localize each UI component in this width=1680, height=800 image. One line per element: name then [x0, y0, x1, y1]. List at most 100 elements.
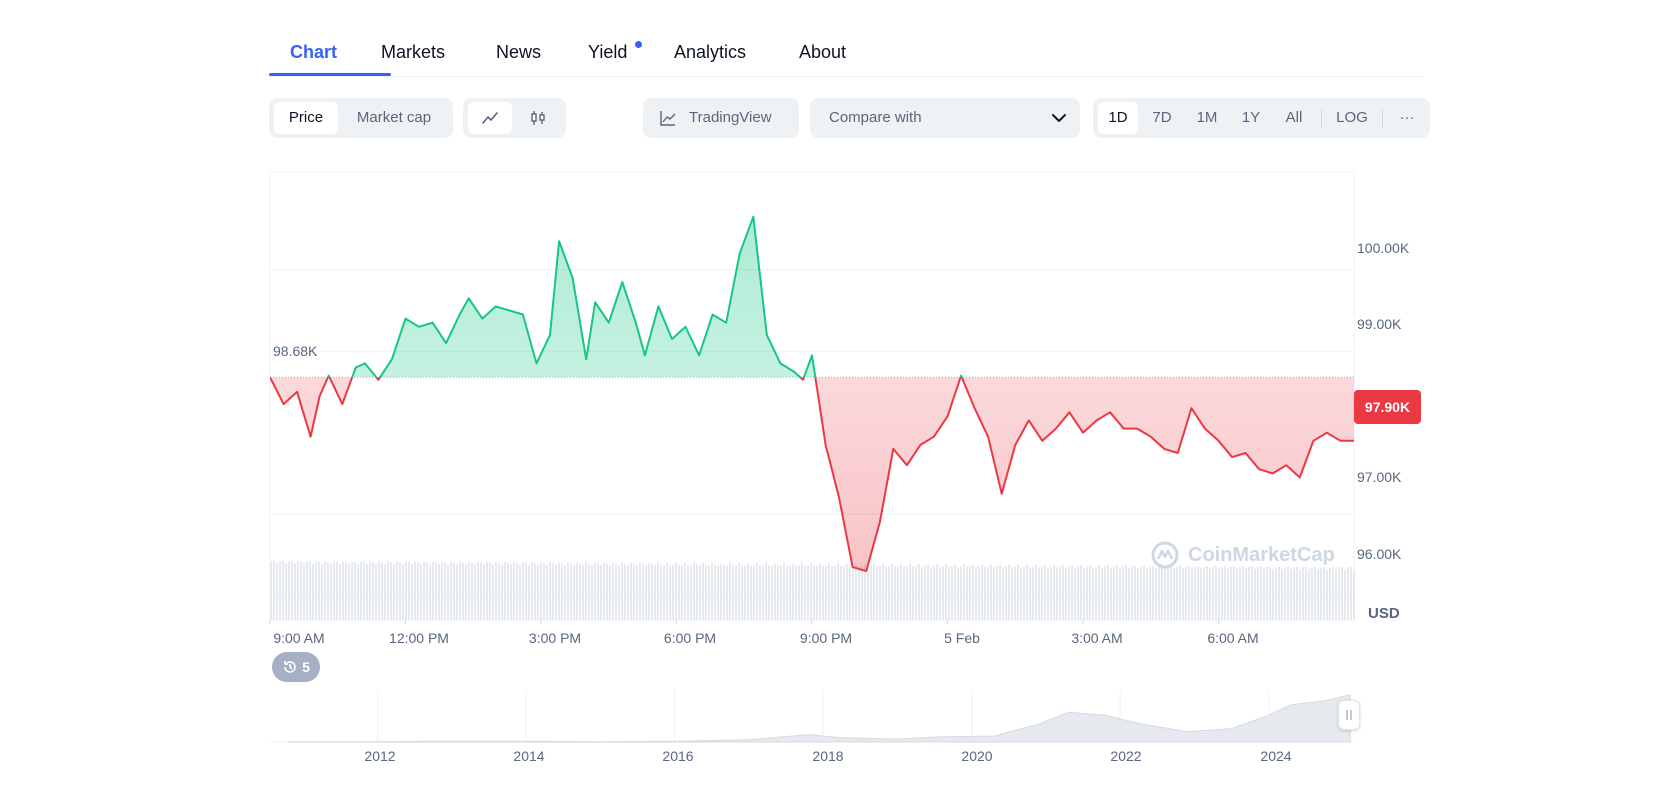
volume-bar	[294, 563, 296, 620]
volume-bar	[1173, 568, 1175, 620]
volume-bar	[423, 561, 425, 620]
tab-markets[interactable]: Markets	[381, 42, 446, 62]
volume-bar	[651, 564, 653, 620]
volume-bar	[414, 561, 416, 620]
volume-bar	[726, 565, 728, 620]
volume-bar	[888, 566, 890, 620]
volume-bar	[672, 565, 674, 620]
market-cap-button[interactable]: Market cap	[356, 109, 432, 126]
volume-bar	[1347, 567, 1349, 620]
price-button[interactable]: Price	[274, 102, 338, 134]
volume-bar	[426, 562, 428, 620]
volume-bar	[1311, 567, 1313, 620]
volume-bar	[717, 565, 719, 620]
range-1d-button[interactable]: 1D	[1098, 102, 1138, 134]
volume-bar	[303, 563, 305, 620]
volume-bar	[894, 566, 896, 620]
range-divider	[1321, 109, 1322, 127]
volume-bar	[1203, 566, 1205, 620]
volume-bar	[1281, 569, 1283, 620]
x-axis-tick-label: 6:00 AM	[1207, 630, 1259, 646]
range-1m-button[interactable]: 1M	[1196, 109, 1218, 126]
volume-bar	[885, 566, 887, 620]
volume-bar	[300, 561, 302, 620]
volume-bar	[621, 562, 623, 620]
volume-bar	[600, 565, 602, 620]
volume-bar	[1005, 566, 1007, 620]
range-7d-button[interactable]: 7D	[1152, 109, 1172, 126]
volume-bar	[732, 565, 734, 620]
volume-bar	[399, 562, 401, 620]
volume-bar	[813, 565, 815, 620]
volume-bar	[564, 564, 566, 620]
volume-bar	[1236, 568, 1238, 620]
volume-bar	[357, 563, 359, 620]
line-chart-icon[interactable]	[468, 102, 512, 134]
tab-about[interactable]: About	[799, 42, 847, 62]
volume-bar	[567, 562, 569, 620]
more-options-button[interactable]: ···	[1399, 109, 1415, 126]
volume-bar	[1113, 566, 1115, 620]
volume-bar	[543, 563, 545, 620]
volume-bar	[288, 561, 290, 620]
volume-bar	[690, 565, 692, 620]
x-axis-tick-label: 6:00 PM	[663, 630, 717, 646]
navigator-year-label: 2020	[961, 748, 993, 764]
volume-bar	[1182, 568, 1184, 620]
tradingview-button[interactable]: TradingView	[643, 98, 799, 138]
volume-bar	[1179, 565, 1181, 620]
volume-bar	[384, 564, 386, 620]
volume-bar	[1227, 568, 1229, 620]
volume-bar	[411, 564, 413, 620]
tab-news[interactable]: News	[496, 42, 542, 62]
navigator-year-label: 2014	[513, 748, 545, 764]
compare-with-select[interactable]: Compare with	[810, 98, 1080, 138]
volume-bar	[345, 561, 347, 620]
volume-bar	[516, 563, 518, 620]
volume-bar	[1116, 565, 1118, 620]
history-icon	[282, 659, 298, 675]
range-all-button[interactable]: All	[1285, 109, 1303, 126]
tab-chart[interactable]: Chart	[290, 42, 338, 62]
y-axis-tick-label: 96.00K	[1357, 546, 1402, 562]
volume-bar	[801, 563, 803, 620]
volume-bar	[537, 564, 539, 620]
volume-bar	[612, 562, 614, 620]
volume-bar	[1341, 567, 1343, 620]
tab-analytics[interactable]: Analytics	[674, 42, 747, 62]
volume-bar	[1335, 569, 1337, 620]
volume-bar	[312, 563, 314, 620]
volume-bar	[297, 561, 299, 620]
volume-bar	[777, 565, 779, 620]
volume-bar	[585, 562, 587, 620]
volume-bar	[447, 564, 449, 620]
volume-bar	[315, 561, 317, 620]
navigator-drag-handle[interactable]	[1338, 700, 1360, 730]
volume-bar	[309, 561, 311, 620]
history-badge[interactable]: 5	[272, 652, 320, 682]
log-scale-button[interactable]: LOG	[1336, 109, 1368, 126]
volume-bar	[330, 563, 332, 620]
volume-bar	[348, 563, 350, 620]
candlestick-icon[interactable]	[516, 102, 560, 134]
range-1y-button[interactable]: 1Y	[1241, 109, 1261, 126]
volume-bar	[696, 564, 698, 620]
volume-bar	[882, 563, 884, 620]
volume-bar	[930, 566, 932, 620]
volume-bar	[1218, 568, 1220, 620]
volume-bar	[1287, 566, 1289, 620]
volume-bar	[636, 565, 638, 620]
volume-bar	[1308, 569, 1310, 620]
volume-bar	[864, 563, 866, 620]
volume-bar	[939, 566, 941, 620]
volume-bar	[342, 561, 344, 620]
volume-bar	[498, 563, 500, 620]
volume-bar	[774, 563, 776, 620]
volume-bar	[375, 564, 377, 620]
volume-bar	[759, 565, 761, 620]
volume-bar	[393, 564, 395, 620]
volume-bar	[402, 564, 404, 620]
tab-yield[interactable]: Yield	[588, 42, 628, 62]
volume-bar	[750, 565, 752, 620]
